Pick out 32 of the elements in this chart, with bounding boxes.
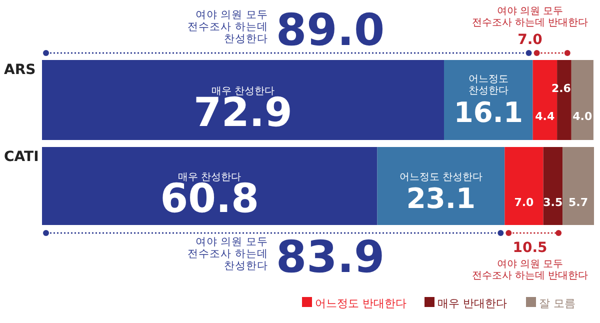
legend-label: 매우 반대한다 xyxy=(438,297,507,310)
bar xyxy=(42,60,444,140)
text: 어느정도 찬성한다 xyxy=(399,172,483,183)
data-label: 4.4 xyxy=(535,110,556,123)
text: 여야 의원 모두 전수조사 하는데 찬성한다 xyxy=(188,236,268,272)
legend-label: 잘 모름 xyxy=(539,297,576,310)
series-label: 매우 찬성한다 xyxy=(178,172,242,183)
y-tick-label: ARS xyxy=(4,62,36,78)
text: 83.9 xyxy=(276,232,385,283)
bar xyxy=(562,147,594,225)
text: 매우 찬성한다 xyxy=(211,86,275,97)
annotation: 7.0 xyxy=(518,32,543,48)
bar xyxy=(504,147,544,225)
data-label: 23.1 xyxy=(406,182,476,215)
series-label: 어느정도 찬성한다 xyxy=(468,74,508,96)
annotation: 여야 의원 모두 전수조사 하는데 반대한다 xyxy=(472,6,588,28)
text: 10.5 xyxy=(512,240,548,256)
y-tick-label: CATI xyxy=(4,149,39,165)
bar xyxy=(543,147,563,225)
text: 여야 의원 모두 전수조사 하는데 반대한다 xyxy=(472,259,588,282)
data-label: 2.6 xyxy=(551,82,572,95)
data-label: 16.1 xyxy=(454,96,523,129)
data-label: 4.0 xyxy=(572,110,592,123)
annotation: 89.0 xyxy=(276,5,385,56)
data-label: 3.5 xyxy=(543,196,563,209)
annotation: 여야 의원 모두 전수조사 하는데 찬성한다 xyxy=(188,9,268,46)
bar xyxy=(571,60,594,140)
bar xyxy=(377,147,505,225)
data-label: 7.0 xyxy=(514,196,534,209)
bar xyxy=(42,147,378,225)
legend-label: 어느정도 반대한다 xyxy=(315,297,406,310)
data-label: 5.7 xyxy=(568,196,588,209)
